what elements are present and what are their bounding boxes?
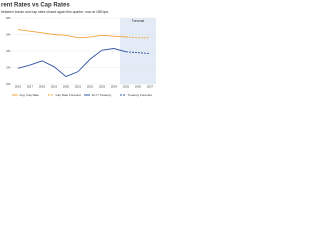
x-tick-label: 2025 — [123, 85, 130, 89]
y-tick-label: 6% — [6, 32, 11, 36]
x-tick-label: 2017 — [27, 85, 34, 89]
chart-subtitle: between bonds and cap rates closed again… — [1, 10, 109, 14]
x-tick-label: 2026 — [135, 85, 142, 89]
legend-label: Treasury Forecast — [128, 93, 152, 97]
chart: rent Rates vs Cap Rates between bonds an… — [1, 3, 156, 97]
y-tick-label: 0% — [6, 82, 11, 86]
x-tick-label: 2016 — [15, 85, 22, 89]
x-tick-label: 2027 — [147, 85, 154, 89]
series-line — [17, 48, 127, 78]
x-tick-label: 2021 — [75, 85, 82, 89]
x-tick-label: 2019 — [51, 85, 58, 89]
x-tick-label: 2023 — [99, 85, 106, 89]
chart-title: rent Rates vs Cap Rates — [1, 3, 70, 9]
y-tick-label: 4% — [6, 49, 11, 53]
legend-label: Avg. Cap Rate — [20, 93, 40, 97]
legend-label: 10-Yr Treasury — [92, 93, 112, 97]
series-line — [17, 29, 127, 39]
legend-label: Cap Rate Forecast — [56, 93, 81, 97]
x-tick-label: 2018 — [39, 85, 46, 89]
y-tick-label: 8% — [6, 16, 11, 20]
x-tick-label: 2020 — [63, 85, 70, 89]
y-tick-label: 2% — [6, 65, 11, 69]
x-tick-label: 2024 — [111, 85, 118, 89]
x-tick-label: 2022 — [87, 85, 94, 89]
series-line — [125, 36, 150, 39]
forecast-label: Forecast — [132, 19, 145, 23]
series-line — [125, 51, 151, 54]
